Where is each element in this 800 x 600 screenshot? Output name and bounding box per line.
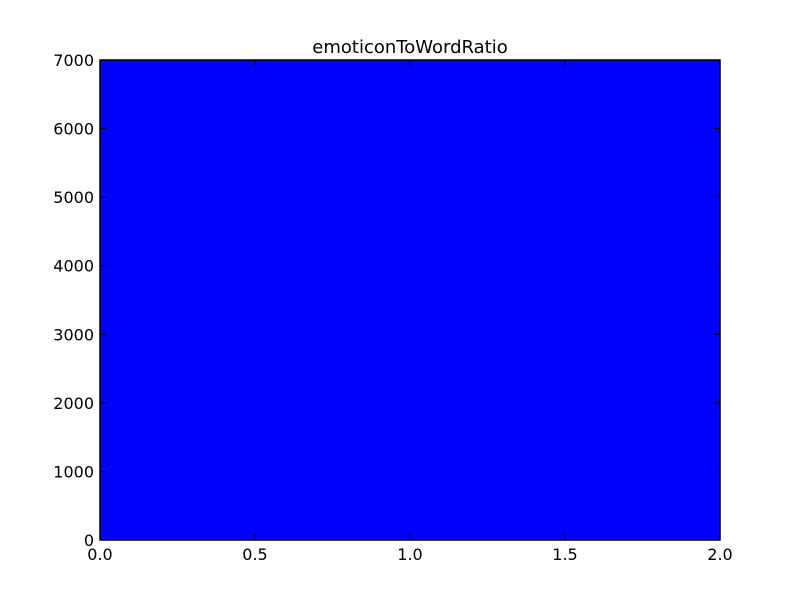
bars-layer (100, 60, 720, 540)
x-tick-label: 2.0 (707, 545, 732, 564)
ticks-layer: 0.0 0.5 1.0 1.5 2.0 0 1000 2000 3000 4000 5000 6000… (53, 51, 732, 564)
x-tick-label: 0.5 (242, 545, 267, 564)
x-tick-label: 0.0 (87, 545, 112, 564)
x-tick-label: 1.5 (552, 545, 577, 564)
y-tick-label: 3000 (53, 325, 94, 344)
y-tick-label: 1000 (53, 462, 94, 481)
y-tick-label: 5000 (53, 188, 94, 207)
y-tick-label: 7000 (53, 51, 94, 70)
y-tick-label: 2000 (53, 394, 94, 413)
y-tick-label: 4000 (53, 257, 94, 276)
y-tick-label: 0 (84, 531, 94, 550)
chart-title: emoticonToWordRatio (312, 37, 507, 58)
bar-0 (100, 60, 720, 540)
x-tick-label: 1.0 (397, 545, 422, 564)
y-tick-label: 6000 (53, 120, 94, 139)
